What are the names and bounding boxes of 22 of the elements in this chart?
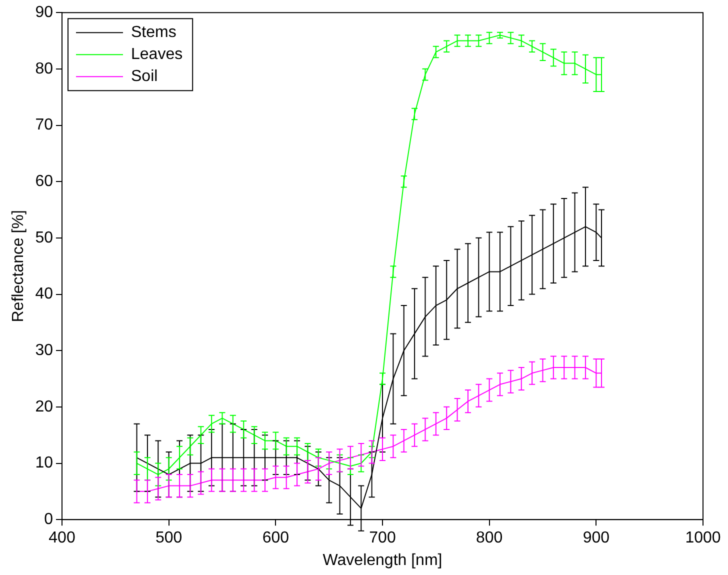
legend-label: Soil — [130, 68, 158, 86]
y-tick-label: 70 — [35, 116, 54, 134]
x-tick-label: 500 — [155, 530, 182, 547]
legend-label: Leaves — [130, 46, 183, 64]
x-tick-label: 700 — [369, 530, 396, 547]
y-tick-label: 90 — [35, 4, 54, 22]
x-tick-label: 600 — [262, 530, 290, 547]
y-tick-label: 10 — [35, 454, 54, 472]
y-tick-label: 50 — [35, 229, 54, 246]
x-tick-label: 1000 — [685, 530, 721, 547]
x-axis-title: Wavelength [nm] — [322, 552, 442, 569]
y-tick-label: 60 — [35, 173, 54, 190]
y-tick-label: 20 — [35, 398, 54, 416]
y-tick-label: 0 — [44, 511, 54, 528]
y-tick-label: 40 — [35, 286, 54, 303]
x-tick-label: 400 — [48, 530, 76, 547]
x-tick-label: 900 — [582, 530, 610, 547]
y-tick-label: 80 — [35, 60, 54, 78]
x-tick-label: 800 — [476, 530, 503, 547]
y-tick-label: 30 — [35, 342, 54, 360]
y-axis-title: Reflectance [%] — [10, 210, 28, 322]
legend-label: Stems — [130, 24, 176, 42]
